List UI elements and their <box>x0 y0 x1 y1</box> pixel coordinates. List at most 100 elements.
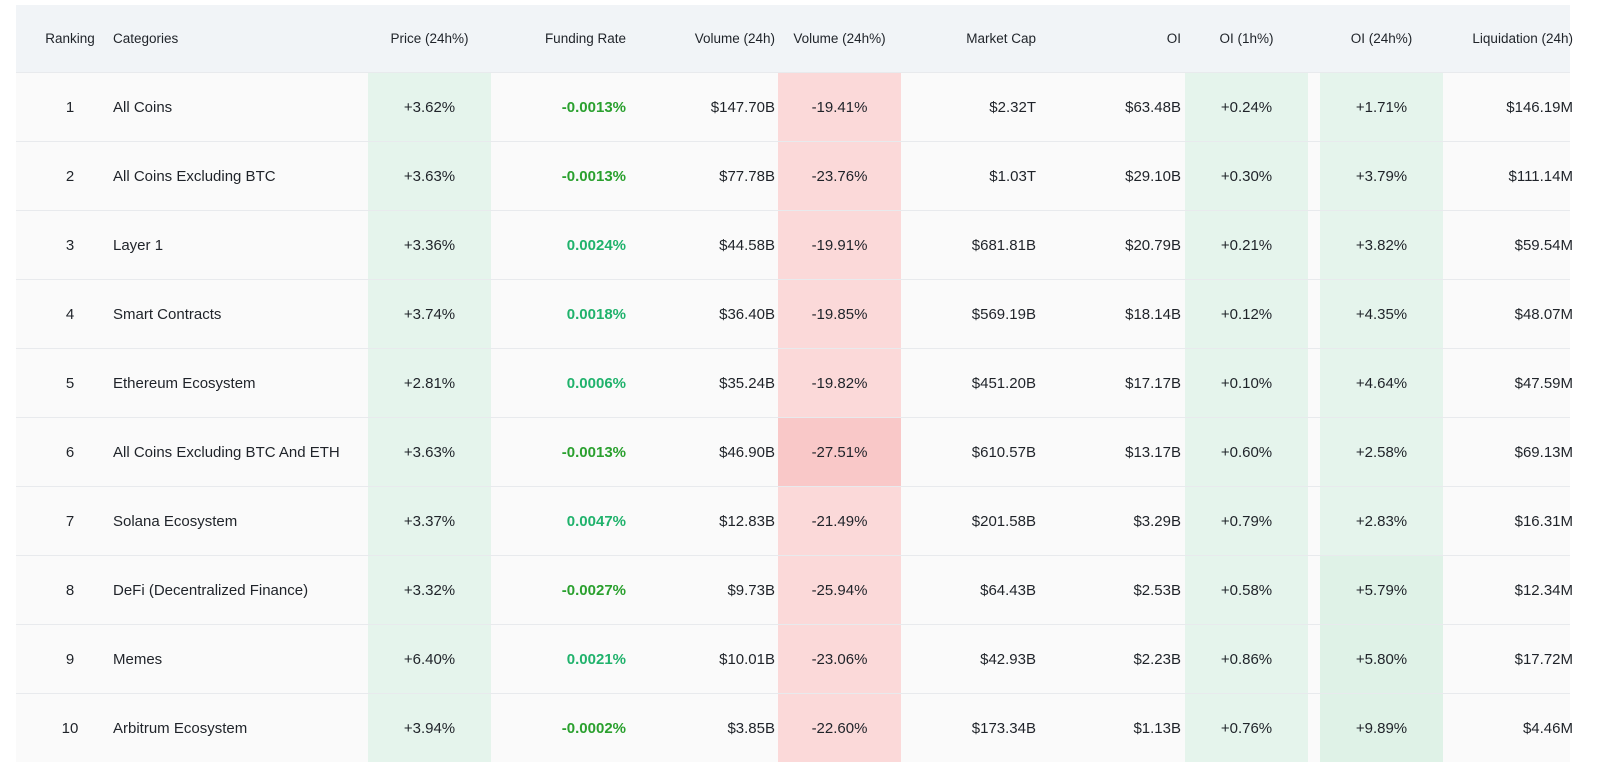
header-oi[interactable]: OI <box>1166 31 1181 46</box>
volume-cell: $44.58B <box>719 236 775 254</box>
header-volume[interactable]: Volume (24h) <box>694 31 775 46</box>
liquidation-cell: $12.34M <box>1514 581 1573 599</box>
category-cell[interactable]: Memes <box>113 650 163 668</box>
price-change-cell: +3.37% <box>368 487 491 555</box>
header-categories[interactable]: Categories <box>113 31 179 46</box>
category-cell[interactable]: Layer 1 <box>113 236 164 254</box>
header-oi-24h[interactable]: OI (24h%) <box>1350 31 1413 46</box>
price-change-cell: +3.36% <box>368 211 491 279</box>
funding-rate-cell: 0.0024% <box>566 236 626 254</box>
volume-cell: $9.73B <box>727 581 775 599</box>
header-liquidation[interactable]: Liquidation (24h) <box>1472 31 1573 46</box>
table-row[interactable]: 10 Arbitrum Ecosystem +3.94% -0.0002% $3.85B… <box>16 693 1573 762</box>
category-cell[interactable]: DeFi (Decentralized Finance) <box>113 581 309 599</box>
table-row[interactable]: 8 DeFi (Decentralized Finance) +3.32% -0.00… <box>16 555 1573 624</box>
oi-1h-cell: +0.24% <box>1185 73 1308 141</box>
table-row[interactable]: 1 All Coins +3.62% -0.0013% $147.70B -19.41% $… <box>16 72 1573 141</box>
oi-24h-cell: +5.79% <box>1320 556 1443 624</box>
table-body: 1 All Coins +3.62% -0.0013% $147.70B -19.41% $… <box>16 72 1573 762</box>
oi-24h-cell: +3.79% <box>1320 142 1443 210</box>
volume-cell: $12.83B <box>719 512 775 530</box>
oi-cell: $13.17B <box>1125 443 1181 461</box>
header-oi-1h[interactable]: OI (1h%) <box>1219 31 1274 46</box>
oi-cell: $3.29B <box>1133 512 1181 530</box>
price-change-cell: +6.40% <box>368 625 491 693</box>
ranking-cell: 3 <box>65 236 75 254</box>
oi-24h-cell: +4.35% <box>1320 280 1443 348</box>
table-row[interactable]: 2 All Coins Excluding BTC +3.63% -0.0013% $7… <box>16 141 1573 210</box>
header-market-cap[interactable]: Market Cap <box>966 31 1036 46</box>
table-row[interactable]: 5 Ethereum Ecosystem +2.81% 0.0006% $35.24B -… <box>16 348 1573 417</box>
category-cell[interactable]: Smart Contracts <box>113 305 222 323</box>
oi-1h-cell: +0.60% <box>1185 418 1308 486</box>
market-cap-cell: $681.81B <box>971 236 1036 254</box>
market-cap-cell: $42.93B <box>980 650 1036 668</box>
market-cap-cell: $569.19B <box>971 305 1036 323</box>
header-ranking[interactable]: Ranking <box>45 31 95 46</box>
funding-rate-cell: 0.0006% <box>566 374 626 392</box>
ranking-cell: 9 <box>65 650 75 668</box>
oi-24h-cell: +2.83% <box>1320 487 1443 555</box>
funding-rate-cell: 0.0018% <box>566 305 626 323</box>
market-cap-cell: $173.34B <box>971 719 1036 737</box>
category-cell[interactable]: Ethereum Ecosystem <box>113 374 256 392</box>
header-volume-change[interactable]: Volume (24h%) <box>793 31 886 46</box>
liquidation-cell: $47.59M <box>1514 374 1573 392</box>
oi-1h-cell: +0.58% <box>1185 556 1308 624</box>
oi-cell: $63.48B <box>1125 98 1181 116</box>
market-cap-cell: $610.57B <box>971 443 1036 461</box>
funding-rate-cell: 0.0021% <box>566 650 626 668</box>
oi-1h-cell: +0.21% <box>1185 211 1308 279</box>
oi-cell: $2.53B <box>1133 581 1181 599</box>
header-funding-rate[interactable]: Funding Rate <box>544 31 626 46</box>
oi-24h-cell: +2.58% <box>1320 418 1443 486</box>
category-cell[interactable]: All Coins Excluding BTC <box>113 167 276 185</box>
table-row[interactable]: 3 Layer 1 +3.36% 0.0024% $44.58B -19.91% $681.… <box>16 210 1573 279</box>
ranking-cell: 2 <box>65 167 75 185</box>
market-cap-cell: $451.20B <box>971 374 1036 392</box>
liquidation-cell: $4.46M <box>1522 719 1573 737</box>
oi-24h-cell: +3.82% <box>1320 211 1443 279</box>
volume-cell: $36.40B <box>719 305 775 323</box>
oi-24h-cell: +5.80% <box>1320 625 1443 693</box>
market-cap-cell: $201.58B <box>971 512 1036 530</box>
category-cell[interactable]: Solana Ecosystem <box>113 512 238 530</box>
price-change-cell: +3.63% <box>368 418 491 486</box>
table-row[interactable]: 6 All Coins Excluding BTC And ETH +3.63% -0… <box>16 417 1573 486</box>
volume-cell: $77.78B <box>719 167 775 185</box>
liquidation-cell: $16.31M <box>1514 512 1573 530</box>
market-cap-cell: $2.32T <box>989 98 1036 116</box>
market-cap-cell: $1.03T <box>989 167 1036 185</box>
category-cell[interactable]: Arbitrum Ecosystem <box>113 719 248 737</box>
volume-change-cell: -27.51% <box>778 418 901 486</box>
funding-rate-cell: -0.0027% <box>561 581 626 599</box>
category-cell[interactable]: All Coins <box>113 98 173 116</box>
category-cell[interactable]: All Coins Excluding BTC And ETH <box>113 443 340 461</box>
volume-cell: $3.85B <box>727 719 775 737</box>
oi-1h-cell: +0.86% <box>1185 625 1308 693</box>
oi-24h-cell: +4.64% <box>1320 349 1443 417</box>
ranking-cell: 6 <box>65 443 75 461</box>
oi-cell: $1.13B <box>1133 719 1181 737</box>
table-row[interactable]: 7 Solana Ecosystem +3.37% 0.0047% $12.83B -21… <box>16 486 1573 555</box>
volume-change-cell: -21.49% <box>778 487 901 555</box>
oi-1h-cell: +0.76% <box>1185 694 1308 762</box>
volume-change-cell: -25.94% <box>778 556 901 624</box>
ranking-cell: 5 <box>65 374 75 392</box>
header-price[interactable]: Price (24h%) <box>390 31 469 46</box>
volume-change-cell: -19.91% <box>778 211 901 279</box>
volume-change-cell: -19.85% <box>778 280 901 348</box>
liquidation-cell: $111.14M <box>1508 167 1574 185</box>
volume-cell: $46.90B <box>719 443 775 461</box>
oi-1h-cell: +0.12% <box>1185 280 1308 348</box>
ranking-cell: 4 <box>65 305 75 323</box>
table-row[interactable]: 4 Smart Contracts +3.74% 0.0018% $36.40B -19.… <box>16 279 1573 348</box>
oi-cell: $29.10B <box>1125 167 1181 185</box>
volume-change-cell: -23.06% <box>778 625 901 693</box>
volume-change-cell: -23.76% <box>778 142 901 210</box>
oi-24h-cell: +1.71% <box>1320 73 1443 141</box>
table-row[interactable]: 9 Memes +6.40% 0.0021% $10.01B -23.06% $42.93B… <box>16 624 1573 693</box>
price-change-cell: +2.81% <box>368 349 491 417</box>
liquidation-cell: $17.72M <box>1514 650 1573 668</box>
oi-24h-cell: +9.89% <box>1320 694 1443 762</box>
